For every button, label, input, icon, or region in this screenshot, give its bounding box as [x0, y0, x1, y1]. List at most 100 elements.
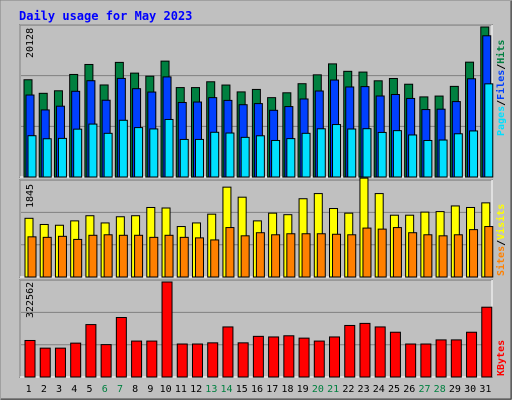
bar-kbytes-day-14	[222, 326, 234, 378]
bar-kbytes-day-27	[420, 343, 432, 378]
bar-sites-day-7	[118, 234, 128, 278]
bar-sites-day-15	[240, 235, 250, 278]
x-tick-label-day-26: 26	[403, 384, 415, 395]
bar-pages-day-3	[57, 137, 67, 178]
bar-sites-day-12	[194, 237, 204, 278]
bar-pages-day-8	[134, 127, 144, 178]
bar-pages-day-31	[484, 83, 494, 178]
bar-sites-day-23	[362, 227, 372, 278]
bar-pages-day-10	[164, 118, 174, 178]
bar-sites-day-5	[88, 234, 98, 278]
bar-pages-day-9	[149, 128, 159, 178]
bar-pages-day-23	[362, 128, 372, 178]
ylabel-middle: Sites/Visits	[495, 204, 507, 276]
x-tick-label-day-30: 30	[464, 384, 476, 395]
bar-pages-day-22	[347, 128, 357, 178]
bar-kbytes-day-24	[374, 326, 386, 378]
bar-kbytes-day-21	[329, 336, 341, 378]
panel-visits-sites	[19, 177, 494, 278]
ylabel-kbytes: KBytes	[496, 340, 507, 376]
bar-kbytes-day-30	[466, 331, 478, 378]
bar-pages-day-5	[88, 123, 98, 178]
bar-kbytes-day-9	[146, 340, 158, 378]
bar-kbytes-day-16	[252, 335, 264, 378]
bar-sites-day-24	[377, 228, 387, 278]
x-axis-labels: 1 2 3 4 5 6 7 8 9 10 11 12 13 14 15 16 17 18 19 20 21 22 23 24 2…	[26, 384, 492, 395]
bar-sites-day-22	[347, 234, 357, 278]
bar-sites-day-18	[286, 233, 296, 278]
bar-pages-day-2	[42, 138, 52, 178]
x-tick-label-day-25: 25	[388, 384, 400, 395]
bar-kbytes-day-29	[450, 339, 462, 378]
x-tick-label-day-22: 22	[342, 384, 354, 395]
panel-kbytes	[19, 279, 493, 378]
bar-kbytes-day-25	[389, 331, 401, 378]
bar-kbytes-day-15	[237, 342, 249, 378]
x-tick-label-day-5: 5	[87, 384, 93, 395]
bar-pages-day-29	[453, 133, 463, 178]
x-tick-label-day-9: 9	[147, 384, 153, 395]
bar-pages-day-24	[377, 131, 387, 178]
bar-pages-day-7	[118, 119, 128, 178]
bar-pages-day-1	[27, 135, 37, 178]
chart-title: Daily usage for May 2023	[19, 9, 192, 23]
bar-pages-day-12	[194, 138, 204, 178]
x-tick-label-day-2: 2	[41, 384, 47, 395]
bar-pages-day-17	[271, 139, 281, 178]
y-max-label-hits: 20128	[25, 28, 36, 58]
bar-pages-day-11	[179, 138, 189, 178]
x-tick-label-day-23: 23	[358, 384, 370, 395]
ylabel-top: Pages/Files/Hits	[495, 40, 507, 136]
bar-kbytes-day-1	[24, 339, 36, 378]
bar-kbytes-day-6	[100, 344, 112, 378]
bar-sites-day-28	[438, 235, 448, 278]
bar-kbytes-day-23	[359, 322, 371, 378]
bar-pages-day-26	[408, 134, 418, 178]
bar-kbytes-day-11	[176, 343, 188, 378]
x-tick-label-day-3: 3	[56, 384, 62, 395]
bar-sites-day-29	[453, 234, 463, 278]
bar-pages-day-13	[210, 131, 220, 178]
bar-kbytes-day-20	[313, 340, 325, 378]
bar-pages-day-21	[332, 124, 342, 178]
bar-pages-day-6	[103, 132, 113, 178]
bar-sites-day-17	[271, 234, 281, 278]
x-tick-label-day-12: 12	[190, 384, 202, 395]
bar-pages-day-30	[469, 130, 479, 178]
x-tick-label-day-21: 21	[327, 384, 339, 395]
ylabel-visits: Visits	[495, 204, 507, 240]
bar-kbytes-day-19	[298, 337, 310, 378]
bar-pages-day-19	[301, 132, 311, 178]
x-tick-label-day-6: 6	[102, 384, 108, 395]
bar-sites-day-14	[225, 227, 235, 278]
x-tick-label-day-10: 10	[160, 384, 172, 395]
x-tick-label-day-1: 1	[26, 384, 32, 395]
x-tick-label-day-15: 15	[236, 384, 248, 395]
bar-sites-day-9	[149, 236, 159, 278]
ylabel-pages: Pages	[496, 106, 507, 136]
bar-pages-day-16	[255, 135, 265, 178]
bar-kbytes-day-7	[115, 317, 127, 378]
bar-sites-day-27	[423, 234, 433, 278]
bar-sites-day-30	[469, 229, 479, 278]
bar-pages-day-20	[316, 128, 326, 178]
x-tick-label-day-7: 7	[117, 384, 123, 395]
bar-sites-day-31	[484, 226, 494, 278]
bar-pages-day-14	[225, 132, 235, 178]
x-tick-label-day-14: 14	[221, 384, 233, 395]
x-tick-label-day-13: 13	[205, 384, 217, 395]
bar-pages-day-4	[73, 128, 83, 178]
panel-hits-files-pages	[19, 24, 494, 178]
x-tick-label-day-20: 20	[312, 384, 324, 395]
bar-sites-day-6	[103, 234, 113, 278]
x-tick-label-day-4: 4	[71, 384, 77, 395]
bar-sites-day-2	[42, 236, 52, 278]
bar-sites-day-11	[179, 236, 189, 278]
ylabel-sites: Sites	[495, 246, 507, 276]
bar-kbytes-day-18	[283, 335, 295, 378]
bar-kbytes-day-26	[405, 343, 417, 378]
bar-sites-day-26	[408, 232, 418, 278]
bar-kbytes-day-5	[85, 324, 97, 378]
bar-pages-day-27	[423, 139, 433, 178]
